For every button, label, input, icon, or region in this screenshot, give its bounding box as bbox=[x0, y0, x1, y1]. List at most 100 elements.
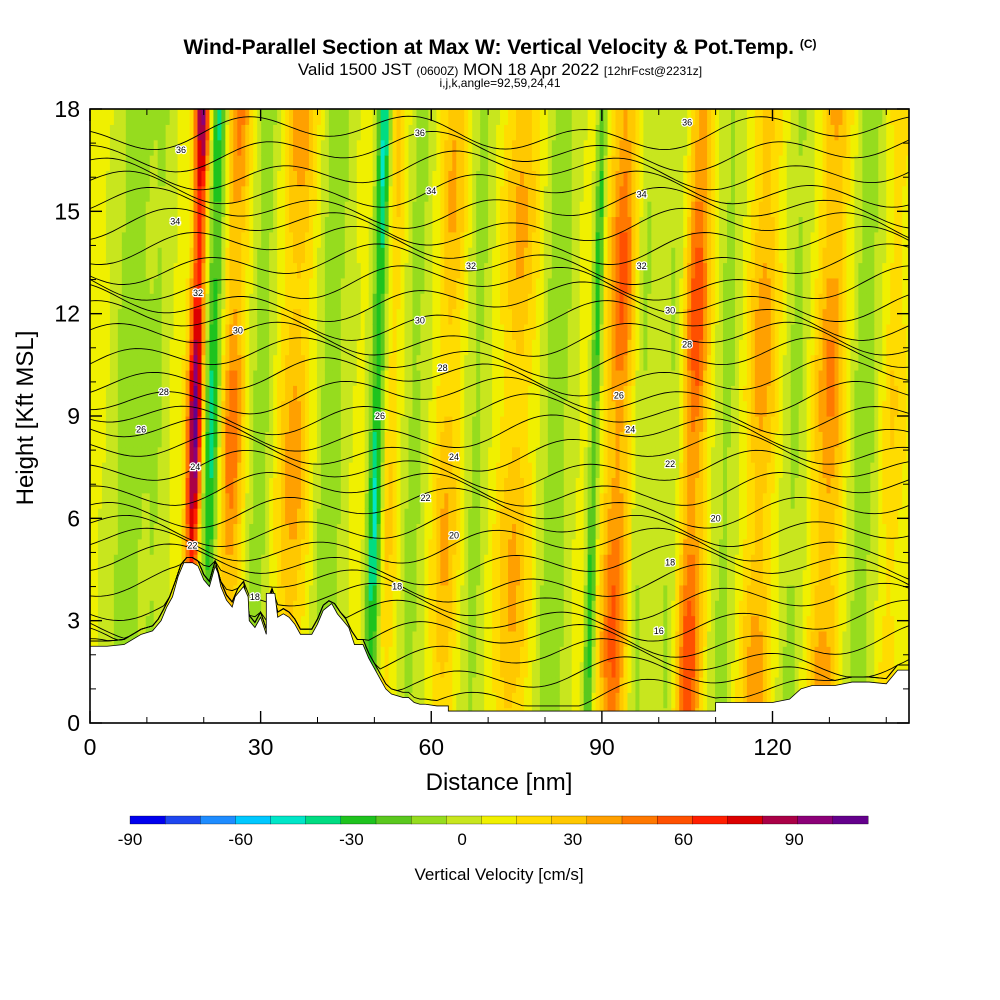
velocity-cell bbox=[141, 615, 147, 632]
velocity-cell bbox=[436, 508, 441, 525]
velocity-cell bbox=[364, 293, 370, 310]
velocity-cell bbox=[464, 492, 469, 509]
velocity-cell bbox=[456, 124, 461, 141]
velocity-cell bbox=[93, 124, 99, 141]
velocity-cell bbox=[197, 339, 203, 356]
velocity-cell bbox=[436, 676, 441, 693]
velocity-cell bbox=[285, 508, 290, 525]
velocity-cell bbox=[320, 109, 326, 110]
velocity-cell bbox=[304, 109, 310, 110]
velocity-cell bbox=[452, 139, 457, 156]
velocity-cell bbox=[312, 231, 318, 248]
velocity-cell bbox=[316, 277, 322, 294]
velocity-cell bbox=[189, 369, 195, 386]
velocity-cell bbox=[496, 385, 501, 402]
velocity-cell bbox=[420, 277, 426, 294]
velocity-cell bbox=[432, 231, 437, 248]
velocity-cell bbox=[289, 308, 294, 325]
velocity-cell bbox=[527, 308, 533, 325]
velocity-cell bbox=[316, 185, 322, 202]
velocity-cell bbox=[113, 109, 119, 110]
velocity-cell bbox=[281, 400, 286, 417]
velocity-cell bbox=[527, 538, 533, 555]
velocity-cell bbox=[356, 523, 362, 540]
velocity-cell bbox=[444, 139, 449, 156]
velocity-cell bbox=[432, 492, 437, 509]
velocity-cell bbox=[559, 216, 565, 233]
velocity-cell bbox=[372, 462, 378, 478]
velocity-cell bbox=[253, 477, 258, 494]
velocity-cell bbox=[90, 600, 95, 617]
velocity-cell bbox=[193, 369, 199, 386]
velocity-cell bbox=[376, 462, 382, 478]
velocity-cell bbox=[472, 554, 477, 571]
velocity-cell bbox=[181, 492, 187, 509]
velocity-cell bbox=[488, 262, 493, 279]
velocity-cell bbox=[157, 201, 163, 218]
velocity-cell bbox=[213, 124, 218, 141]
velocity-cell bbox=[384, 155, 390, 171]
velocity-cell bbox=[312, 400, 318, 417]
velocity-cell bbox=[153, 477, 159, 494]
velocity-cell bbox=[90, 584, 95, 601]
velocity-cell bbox=[515, 369, 521, 386]
velocity-cell bbox=[448, 293, 453, 310]
velocity-cell bbox=[539, 170, 545, 187]
velocity-cell bbox=[456, 477, 461, 494]
velocity-cell bbox=[328, 323, 334, 340]
velocity-cell bbox=[332, 569, 338, 586]
velocity-cell bbox=[392, 615, 398, 632]
velocity-cell bbox=[149, 247, 155, 264]
velocity-cell bbox=[400, 293, 406, 310]
velocity-cell bbox=[320, 109, 326, 125]
velocity-cell bbox=[157, 492, 163, 509]
velocity-cell bbox=[189, 446, 195, 463]
velocity-cell bbox=[484, 600, 489, 617]
velocity-cell bbox=[563, 646, 569, 663]
velocity-cell bbox=[356, 477, 362, 494]
velocity-cell bbox=[277, 416, 282, 432]
velocity-cell bbox=[464, 124, 469, 141]
velocity-cell bbox=[205, 201, 211, 218]
velocity-cell bbox=[508, 630, 513, 647]
velocity-cell bbox=[137, 247, 143, 264]
velocity-cell bbox=[90, 477, 95, 494]
velocity-cell bbox=[181, 170, 187, 187]
velocity-cell bbox=[424, 676, 430, 693]
velocity-cell bbox=[392, 523, 398, 540]
velocity-cell bbox=[149, 124, 155, 141]
velocity-cell bbox=[500, 431, 505, 448]
velocity-cell bbox=[531, 416, 537, 432]
velocity-cell bbox=[547, 400, 553, 417]
velocity-cell bbox=[519, 446, 525, 463]
velocity-cell bbox=[344, 231, 350, 248]
velocity-cell bbox=[400, 630, 406, 647]
velocity-cell bbox=[249, 385, 254, 402]
velocity-cell bbox=[484, 508, 489, 525]
velocity-cell bbox=[316, 155, 322, 171]
velocity-cell bbox=[348, 400, 354, 417]
velocity-cell bbox=[109, 139, 115, 156]
velocity-cell bbox=[332, 155, 338, 171]
velocity-cell bbox=[273, 369, 278, 386]
velocity-cell bbox=[400, 109, 406, 125]
velocity-cell bbox=[512, 477, 517, 494]
velocity-cell bbox=[571, 354, 577, 371]
velocity-cell bbox=[277, 231, 282, 248]
velocity-cell bbox=[567, 400, 573, 417]
velocity-cell bbox=[388, 124, 394, 141]
velocity-cell bbox=[504, 400, 509, 417]
velocity-cell bbox=[141, 385, 147, 402]
velocity-cell bbox=[169, 231, 175, 248]
velocity-cell bbox=[480, 185, 485, 202]
velocity-cell bbox=[356, 462, 362, 478]
velocity-cell bbox=[436, 538, 441, 555]
velocity-cell bbox=[277, 584, 282, 601]
velocity-cell bbox=[217, 477, 222, 494]
velocity-cell bbox=[217, 155, 222, 171]
velocity-cell bbox=[496, 400, 501, 417]
velocity-cell bbox=[444, 462, 449, 478]
velocity-cell bbox=[448, 508, 453, 525]
velocity-cell bbox=[221, 216, 226, 233]
velocity-cell bbox=[480, 308, 485, 325]
